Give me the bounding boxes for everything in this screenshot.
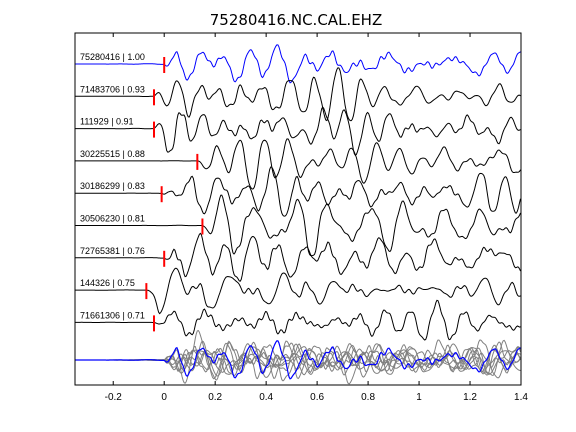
trace-144326 [75,267,521,315]
trace-label-bg-30225515 [79,148,146,159]
labels-layer: 75280416 | 1.00 71483706 | 0.93 111929 | 0… [79,52,146,321]
x-tick-label: 0.8 [361,392,375,403]
trace-label-bg-75280416 [79,52,146,62]
chart-title: 75280416.NC.CAL.EHZ [210,11,382,29]
trace-71483706 [75,67,521,122]
trace-label-71661306: 71661306 | 0.71 [80,310,145,320]
x-tick-label: 0.6 [310,392,324,403]
trace-72765381 [75,232,521,283]
trace-30225515 [75,138,521,190]
picks-layer [145,57,204,332]
axes-frame [74,32,522,386]
stack-trace-reference [75,340,521,380]
stack-layer [75,330,521,385]
trace-label-75280416: 75280416 | 1.00 [80,52,145,62]
plot-area: 75280416 | 1.00 71483706 | 0.93 111929 | 0… [74,32,528,403]
trace-label-30225515: 30225515 | 0.88 [80,149,145,159]
trace-111929 [75,106,521,157]
trace-label-bg-30186299 [79,181,146,192]
trace-75280416 [75,44,521,84]
trace-label-bg-71661306 [79,310,146,321]
trace-label-bg-71483706 [79,84,146,95]
x-tick-label: -0.2 [105,392,123,403]
trace-label-71483706: 71483706 | 0.93 [80,84,145,94]
trace-label-30506230: 30506230 | 0.81 [80,214,145,224]
traces-layer [75,44,521,341]
x-tick-label: 0 [161,392,167,403]
trace-30186299 [75,166,521,217]
x-tick-label: 1.4 [514,392,528,403]
trace-label-30186299: 30186299 | 0.83 [80,181,145,191]
trace-label-bg-72765381 [79,245,146,256]
trace-label-72765381: 72765381 | 0.76 [80,246,145,256]
trace-label-bg-111929 [79,116,135,127]
trace-label-bg-144326 [79,278,136,289]
x-axis: -0.2 0 0.2 0.4 0.6 0.8 1 1.2 1.4 [105,33,528,403]
x-tick-label: 1.2 [463,392,477,403]
trace-30506230 [75,194,521,257]
trace-label-bg-30506230 [79,213,146,224]
trace-label-144326: 144326 | 0.75 [80,278,135,288]
x-tick-label: 0.2 [208,392,222,403]
x-tick-label: 1 [416,392,422,403]
x-tick-label: 0.4 [259,392,273,403]
trace-71661306 [75,299,521,341]
trace-label-111929: 111929 | 0.91 [80,117,134,127]
